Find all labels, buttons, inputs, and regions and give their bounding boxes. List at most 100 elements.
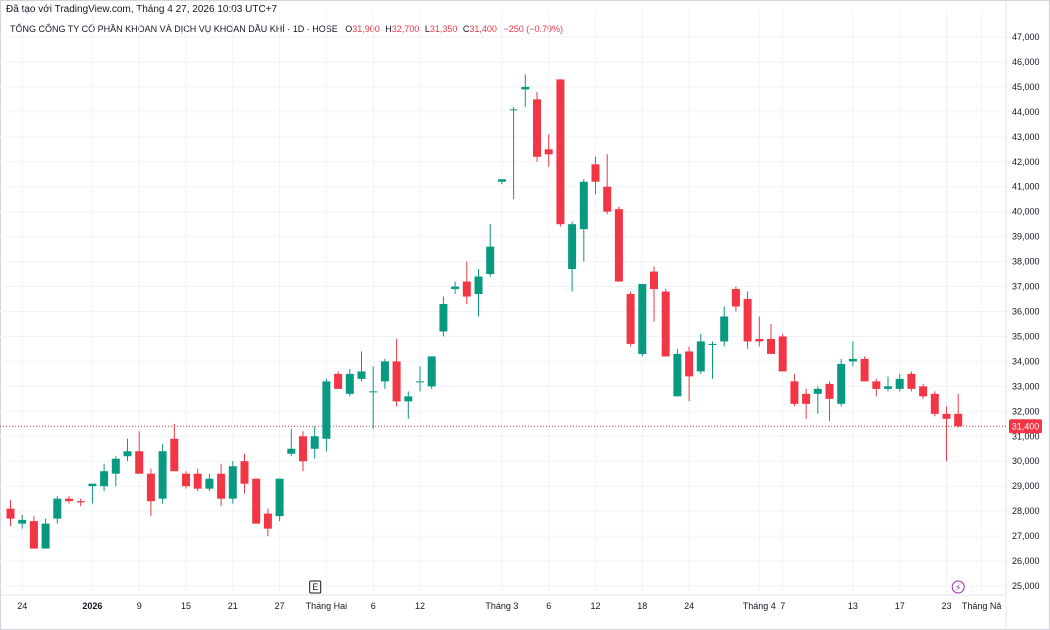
high-value: 32,700 bbox=[391, 24, 420, 34]
candle-body[interactable] bbox=[755, 338, 764, 342]
candle-body[interactable] bbox=[474, 276, 483, 295]
candle-body[interactable] bbox=[685, 351, 694, 377]
candle-body[interactable] bbox=[954, 413, 963, 427]
candle-body[interactable] bbox=[182, 473, 190, 487]
candle-body[interactable] bbox=[76, 501, 85, 503]
candle-body[interactable] bbox=[416, 381, 424, 383]
candle-body[interactable] bbox=[614, 209, 623, 282]
candle-body[interactable] bbox=[696, 341, 705, 372]
candle-body[interactable] bbox=[497, 179, 506, 182]
candle-body[interactable] bbox=[357, 371, 366, 379]
candle-body[interactable] bbox=[509, 109, 518, 111]
candle-body[interactable] bbox=[661, 291, 670, 357]
candle-body[interactable] bbox=[380, 361, 389, 382]
candle-body[interactable] bbox=[462, 281, 471, 297]
dividend-marker-icon[interactable] bbox=[951, 580, 965, 594]
y-tick-label: 31,000 bbox=[1012, 431, 1040, 441]
candle-body[interactable] bbox=[263, 513, 272, 529]
candle-body[interactable] bbox=[533, 99, 541, 157]
candle-body[interactable] bbox=[930, 393, 939, 414]
candle-body[interactable] bbox=[170, 438, 179, 472]
candle-body[interactable] bbox=[544, 149, 553, 155]
candle-body[interactable] bbox=[100, 471, 109, 487]
candle-body[interactable] bbox=[556, 79, 565, 225]
candle-body[interactable] bbox=[521, 86, 530, 90]
candle-body[interactable] bbox=[18, 519, 27, 524]
candle-body[interactable] bbox=[860, 358, 869, 382]
candle-body[interactable] bbox=[29, 521, 38, 549]
candle-body[interactable] bbox=[310, 436, 319, 449]
candle-body[interactable] bbox=[135, 451, 144, 474]
y-tick-label: 32,000 bbox=[1012, 406, 1040, 416]
candle-body[interactable] bbox=[345, 373, 354, 394]
candle-body[interactable] bbox=[673, 353, 682, 397]
candle-body[interactable] bbox=[813, 388, 822, 394]
candle-body[interactable] bbox=[731, 289, 740, 307]
candle-body[interactable] bbox=[603, 186, 612, 212]
y-tick-label: 34,000 bbox=[1012, 356, 1040, 366]
candle-body[interactable] bbox=[111, 458, 120, 474]
x-tick-label: 15 bbox=[181, 601, 191, 611]
candle-body[interactable] bbox=[322, 381, 331, 439]
candle-body[interactable] bbox=[591, 164, 600, 182]
change-value: −250 (−0.79%) bbox=[503, 24, 563, 34]
candle-body[interactable] bbox=[579, 181, 588, 230]
candle-body[interactable] bbox=[825, 383, 834, 399]
candle-body[interactable] bbox=[392, 361, 401, 402]
candle-body[interactable] bbox=[907, 373, 916, 389]
candle-body[interactable] bbox=[369, 391, 378, 393]
candle-body[interactable] bbox=[720, 316, 729, 342]
candle-body[interactable] bbox=[942, 413, 951, 419]
earnings-marker-icon[interactable] bbox=[309, 580, 322, 594]
candle-body[interactable] bbox=[884, 386, 892, 389]
x-tick-label: 17 bbox=[895, 601, 905, 611]
candle-body[interactable] bbox=[404, 396, 413, 402]
candle-body[interactable] bbox=[919, 386, 928, 397]
candle-body[interactable] bbox=[299, 436, 307, 462]
candle-body[interactable] bbox=[848, 358, 857, 362]
dividend-marker-glyph: ⚡ bbox=[955, 584, 961, 594]
candle-body[interactable] bbox=[626, 294, 635, 344]
candle-body[interactable] bbox=[53, 498, 62, 519]
candle-body[interactable] bbox=[228, 466, 237, 499]
candle-body[interactable] bbox=[146, 473, 155, 502]
candle-body[interactable] bbox=[650, 271, 658, 290]
candle-body[interactable] bbox=[41, 523, 50, 549]
candle-body[interactable] bbox=[193, 473, 202, 489]
candle-body[interactable] bbox=[158, 451, 167, 499]
candle-body[interactable] bbox=[287, 448, 296, 454]
x-tick-label: 7 bbox=[780, 601, 785, 611]
candle-body[interactable] bbox=[837, 363, 846, 404]
candle-body[interactable] bbox=[275, 478, 284, 517]
candle-body[interactable] bbox=[895, 378, 904, 389]
y-tick-label: 39,000 bbox=[1012, 232, 1040, 242]
candle-body[interactable] bbox=[65, 498, 73, 502]
x-tick-label: 21 bbox=[228, 601, 238, 611]
candle-body[interactable] bbox=[790, 381, 799, 404]
candle-body[interactable] bbox=[778, 336, 787, 372]
symbol-title: TỔNG CÔNG TY CỔ PHẦN KHOAN VÀ DỊCH VỤ KH… bbox=[10, 24, 338, 34]
candle-body[interactable] bbox=[334, 373, 343, 389]
y-tick-label: 25,000 bbox=[1012, 581, 1040, 591]
candle-body[interactable] bbox=[872, 381, 881, 389]
candle-body[interactable] bbox=[743, 299, 752, 342]
y-tick-label: 46,000 bbox=[1012, 57, 1040, 67]
candle-body[interactable] bbox=[708, 343, 717, 345]
candle-body[interactable] bbox=[451, 286, 460, 290]
candle-body[interactable] bbox=[427, 356, 436, 387]
candle-body[interactable] bbox=[205, 478, 214, 489]
candle-body[interactable] bbox=[217, 473, 226, 499]
candle-body[interactable] bbox=[240, 461, 249, 484]
candle-body[interactable] bbox=[568, 224, 577, 270]
candle-body[interactable] bbox=[638, 284, 647, 354]
candle-body[interactable] bbox=[767, 338, 775, 354]
y-tick-label: 43,000 bbox=[1012, 132, 1040, 142]
candle-body[interactable] bbox=[252, 478, 261, 524]
candle-body[interactable] bbox=[802, 393, 811, 404]
candle-body[interactable] bbox=[439, 304, 448, 332]
candle-body[interactable] bbox=[88, 483, 97, 487]
candle-body[interactable] bbox=[486, 246, 495, 275]
candle-body[interactable] bbox=[6, 508, 15, 519]
candle-body[interactable] bbox=[123, 451, 132, 457]
